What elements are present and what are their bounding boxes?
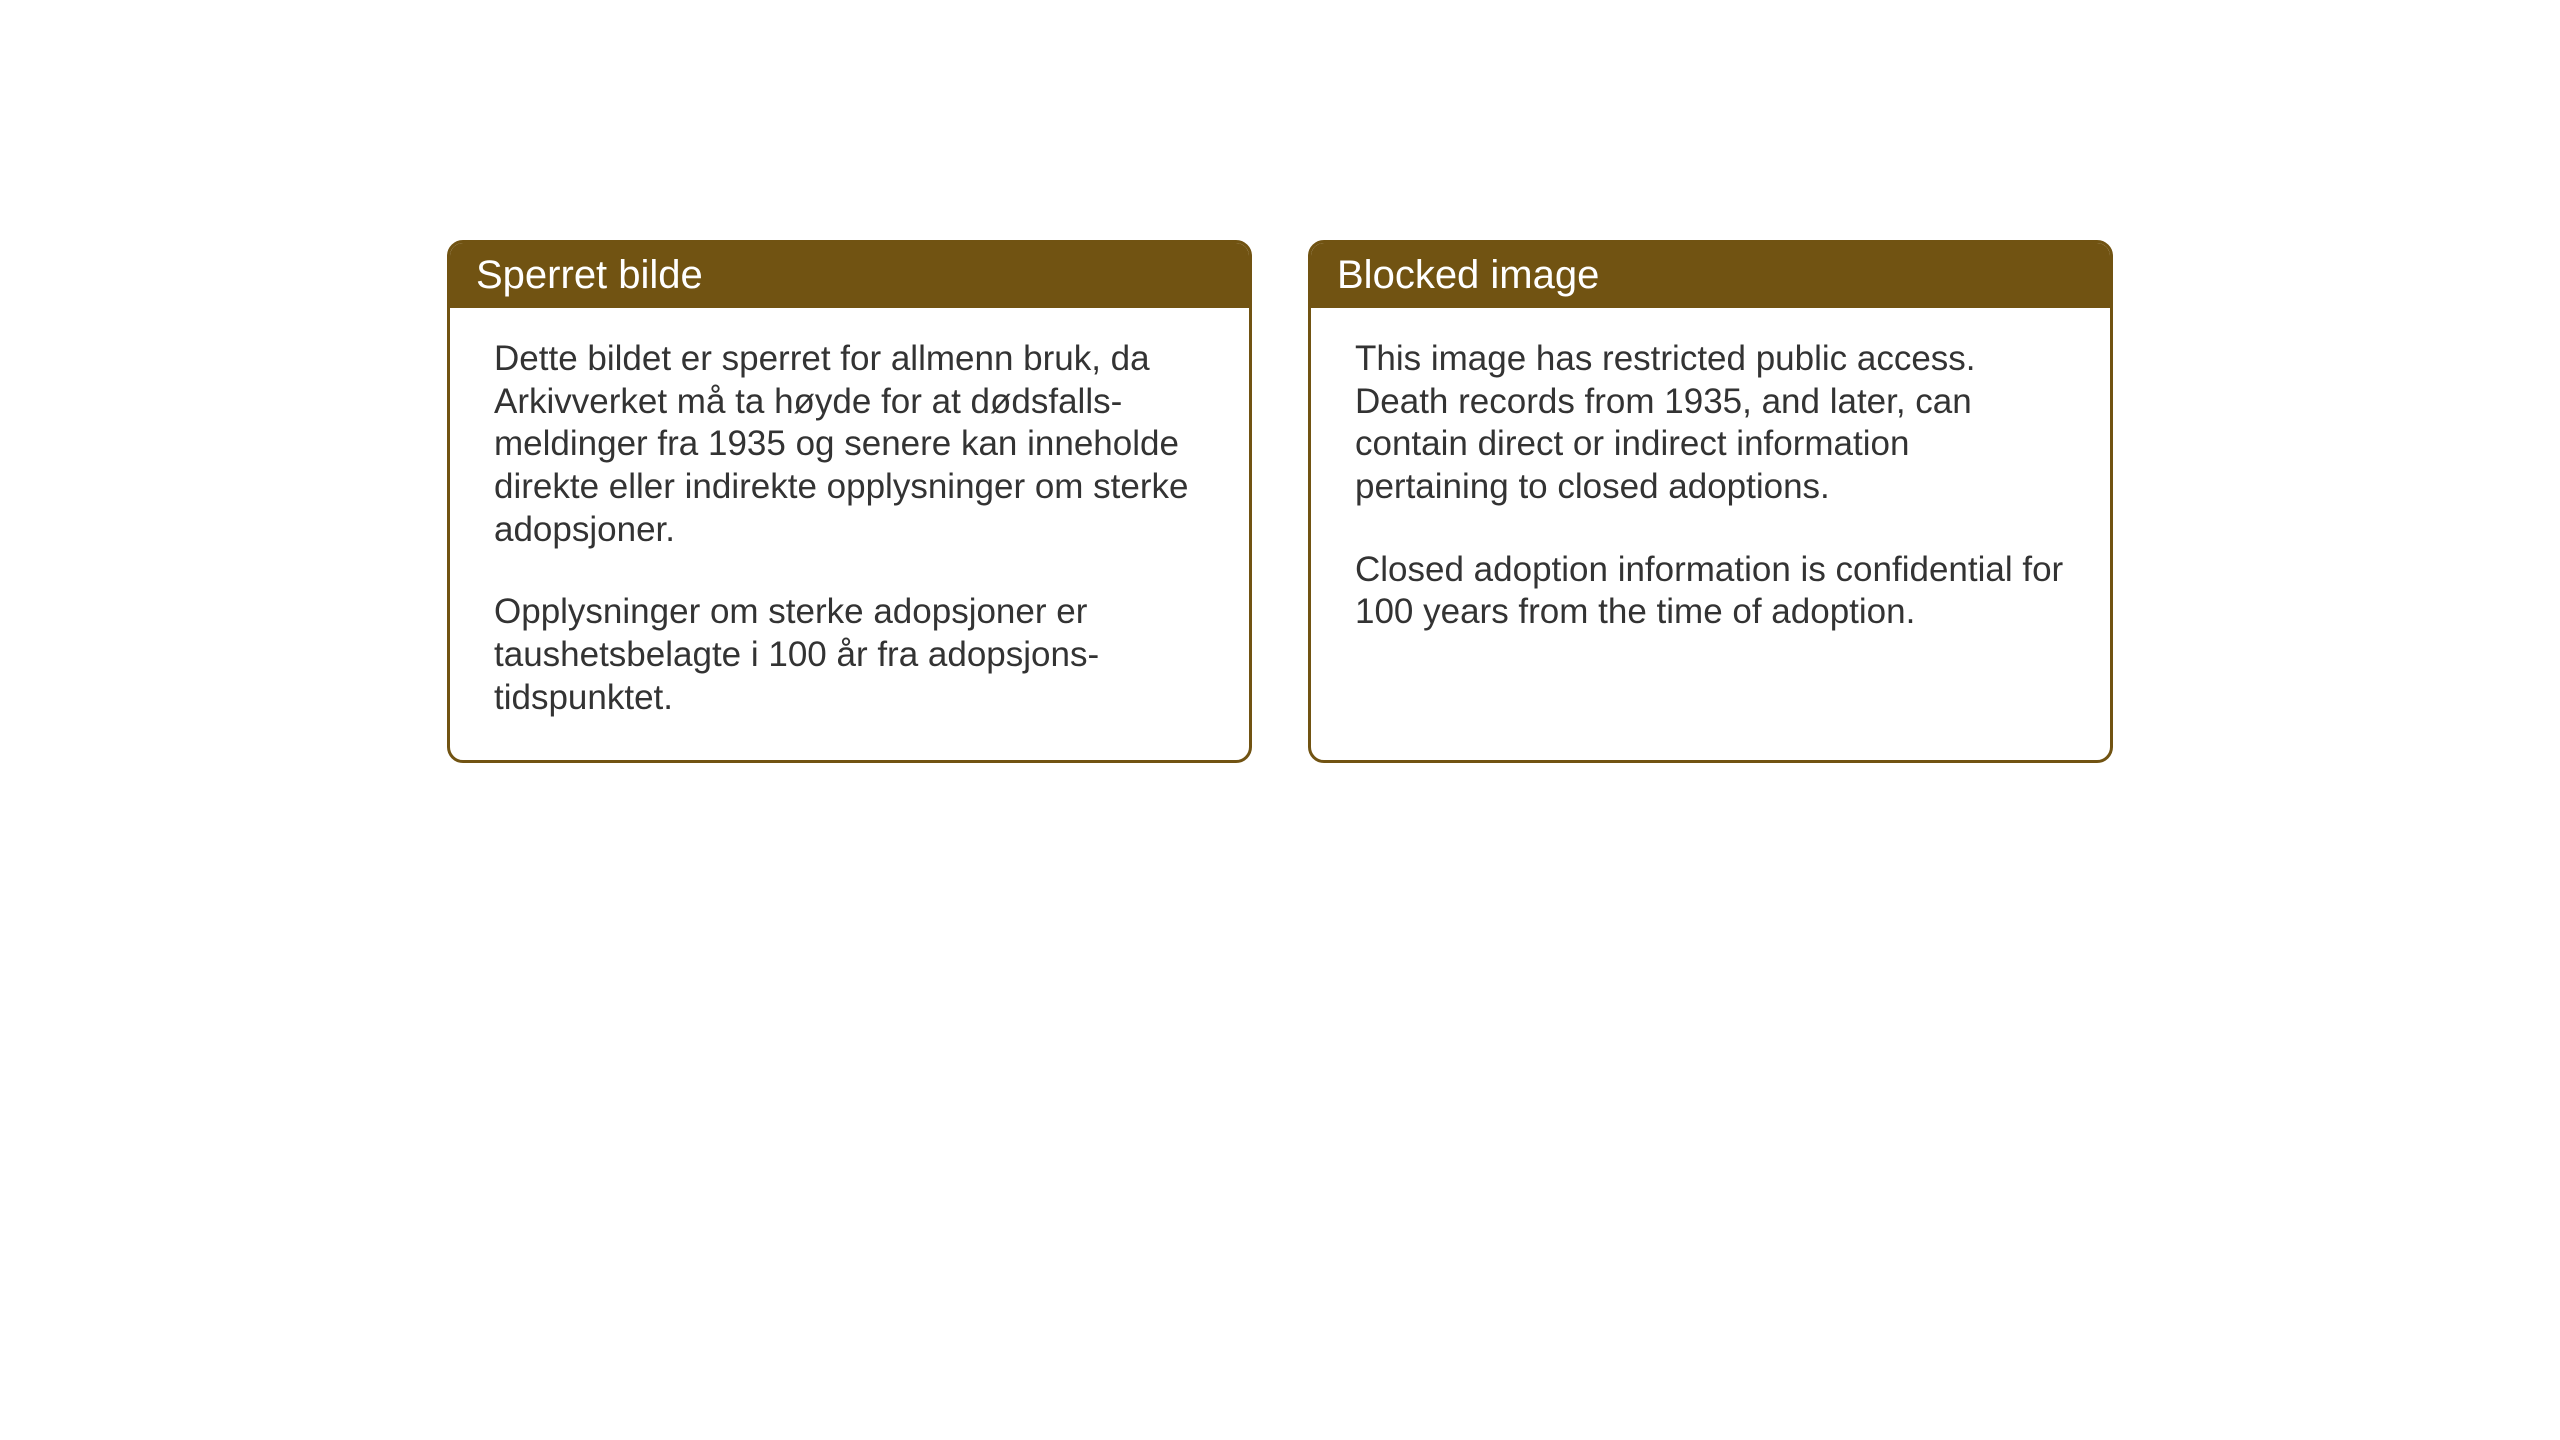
card-body: Dette bildet er sperret for allmenn bruk…	[450, 308, 1249, 760]
notice-card-norwegian: Sperret bilde Dette bildet er sperret fo…	[447, 240, 1252, 763]
card-paragraph: Dette bildet er sperret for allmenn bruk…	[494, 338, 1205, 551]
card-paragraph: Opplysninger om sterke adopsjoner er tau…	[494, 591, 1205, 719]
card-paragraph: This image has restricted public access.…	[1355, 338, 2066, 509]
card-paragraph: Closed adoption information is confident…	[1355, 549, 2066, 634]
card-title: Sperret bilde	[476, 253, 703, 297]
card-header: Blocked image	[1311, 243, 2110, 308]
card-body: This image has restricted public access.…	[1311, 308, 2110, 674]
card-title: Blocked image	[1337, 253, 1599, 297]
notice-container: Sperret bilde Dette bildet er sperret fo…	[447, 240, 2113, 763]
notice-card-english: Blocked image This image has restricted …	[1308, 240, 2113, 763]
card-header: Sperret bilde	[450, 243, 1249, 308]
